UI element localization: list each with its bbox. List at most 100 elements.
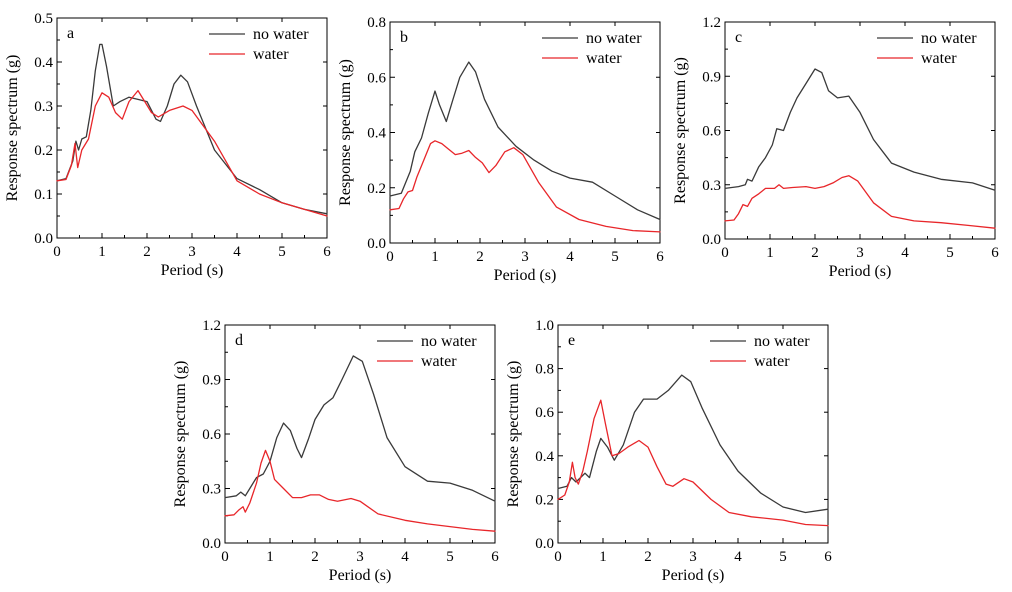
x-tick-label: 6 (656, 249, 664, 265)
legend-label-water: water (754, 353, 790, 370)
y-tick-label: 0.8 (535, 362, 554, 378)
series-line-water (56, 89, 328, 217)
x-tick-label: 3 (689, 549, 697, 565)
y-tick-label: 0.6 (535, 405, 554, 421)
y-tick-label: 0.9 (202, 373, 221, 389)
x-tick-label: 3 (188, 244, 196, 260)
legend-label-no-water: no water (921, 30, 977, 47)
y-tick-label: 0.2 (367, 181, 386, 197)
panel-b: 0 1 2 3 4 5 6 0.0 0.2 0.4 0.6 0.8 Period (s) Response… (337, 15, 664, 284)
x-tick-label: 0 (386, 249, 394, 265)
legend-label-no-water: no water (754, 333, 810, 350)
series-line-no-water (389, 61, 661, 221)
panel-letter: c (735, 29, 742, 46)
series-line-water (224, 449, 496, 532)
x-tick-label: 0 (53, 244, 61, 260)
legend-label-water: water (253, 46, 289, 63)
x-tick-label: 6 (824, 549, 832, 565)
y-tick-label: 0.3 (702, 178, 721, 194)
x-tick-label: 0 (721, 245, 729, 261)
x-tick-label: 2 (476, 249, 484, 265)
x-tick-label: 3 (521, 249, 529, 265)
legend-label-no-water: no water (253, 26, 309, 43)
y-tick-label: 0.3 (34, 99, 53, 115)
x-tick-label: 2 (143, 244, 151, 260)
x-tick-label: 2 (644, 549, 652, 565)
x-tick-label: 5 (278, 244, 286, 260)
series-line-no-water (224, 355, 496, 502)
x-tick-label: 1 (98, 244, 106, 260)
series-line-water (389, 140, 661, 233)
x-tick-label: 2 (811, 245, 819, 261)
panel-d: 0 1 2 3 4 5 6 0.0 0.3 0.6 0.9 1.2 Period (s) Response… (172, 318, 499, 584)
x-tick-label: 5 (446, 549, 454, 565)
x-tick-label: 5 (611, 249, 619, 265)
x-axis-label: Period (s) (329, 567, 392, 584)
legend-label-water: water (586, 50, 622, 67)
legend-label-no-water: no water (421, 333, 477, 350)
y-tick-label: 0.0 (702, 232, 721, 248)
x-tick-label: 4 (401, 549, 409, 565)
y-axis-label: Response spectrum (g) (672, 57, 689, 204)
panel-letter: a (67, 25, 74, 42)
y-tick-label: 0.0 (367, 236, 386, 252)
y-axis-label: Response spectrum (g) (4, 55, 21, 202)
x-tick-label: 6 (991, 245, 999, 261)
series-line-water (724, 175, 996, 229)
x-tick-label: 3 (856, 245, 864, 261)
x-tick-label: 2 (311, 549, 319, 565)
x-tick-label: 6 (323, 244, 331, 260)
y-tick-label: 0.3 (202, 482, 221, 498)
y-tick-label: 0.8 (367, 15, 386, 31)
y-axis-label: Response spectrum (g) (505, 361, 522, 508)
x-tick-label: 5 (946, 245, 954, 261)
x-axis-label: Period (s) (829, 263, 892, 280)
y-tick-label: 1.2 (202, 318, 221, 334)
y-axis-label: Response spectrum (g) (337, 59, 354, 206)
x-tick-label: 1 (266, 549, 274, 565)
x-tick-label: 0 (554, 549, 562, 565)
y-tick-label: 0.6 (702, 124, 721, 140)
x-tick-label: 4 (734, 549, 742, 565)
panel-letter: e (568, 332, 575, 349)
y-tick-label: 0.6 (367, 70, 386, 86)
y-tick-label: 0.5 (34, 11, 53, 27)
series-line-no-water (557, 374, 829, 514)
series-line-no-water (56, 43, 328, 215)
y-tick-label: 0.6 (202, 427, 221, 443)
x-axis-label: Period (s) (161, 262, 224, 279)
panel-c: 0 1 2 3 4 5 6 0.0 0.3 0.6 0.9 1.2 Period (s) Response… (672, 15, 999, 280)
x-tick-label: 6 (491, 549, 499, 565)
series-line-water (557, 399, 829, 527)
panel-a: 0 1 2 3 4 5 6 0.0 0.1 0.2 0.3 0.4 0.5 Period (s) Respo… (4, 11, 331, 279)
y-tick-label: 0.4 (367, 126, 386, 142)
y-tick-label: 0.0 (535, 536, 554, 552)
y-tick-label: 0.2 (34, 143, 53, 159)
series-line-no-water (724, 68, 996, 191)
legend-label-no-water: no water (586, 30, 642, 47)
y-tick-label: 0.0 (202, 536, 221, 552)
y-tick-label: 0.2 (535, 492, 554, 508)
x-axis-label: Period (s) (494, 267, 557, 284)
panel-letter: b (400, 29, 408, 46)
x-tick-label: 0 (221, 549, 229, 565)
y-tick-label: 0.9 (702, 69, 721, 85)
panel-e: 0 1 2 3 4 5 6 0.0 0.2 0.4 0.6 0.8 1.0 Period (s) Respo… (505, 318, 832, 584)
y-tick-label: 0.0 (34, 231, 53, 247)
x-tick-label: 5 (779, 549, 787, 565)
y-tick-label: 0.4 (535, 449, 554, 465)
x-tick-label: 4 (566, 249, 574, 265)
x-axis-label: Period (s) (662, 567, 725, 584)
legend-label-water: water (921, 50, 957, 67)
panel-letter: d (235, 332, 243, 349)
x-tick-label: 1 (766, 245, 774, 261)
x-tick-label: 4 (901, 245, 909, 261)
legend-label-water: water (421, 353, 457, 370)
y-tick-label: 1.2 (702, 15, 721, 31)
x-tick-label: 1 (599, 549, 607, 565)
y-tick-label: 0.1 (34, 187, 53, 203)
y-tick-label: 1.0 (535, 318, 554, 334)
x-tick-label: 3 (356, 549, 364, 565)
y-tick-label: 0.4 (34, 55, 53, 71)
